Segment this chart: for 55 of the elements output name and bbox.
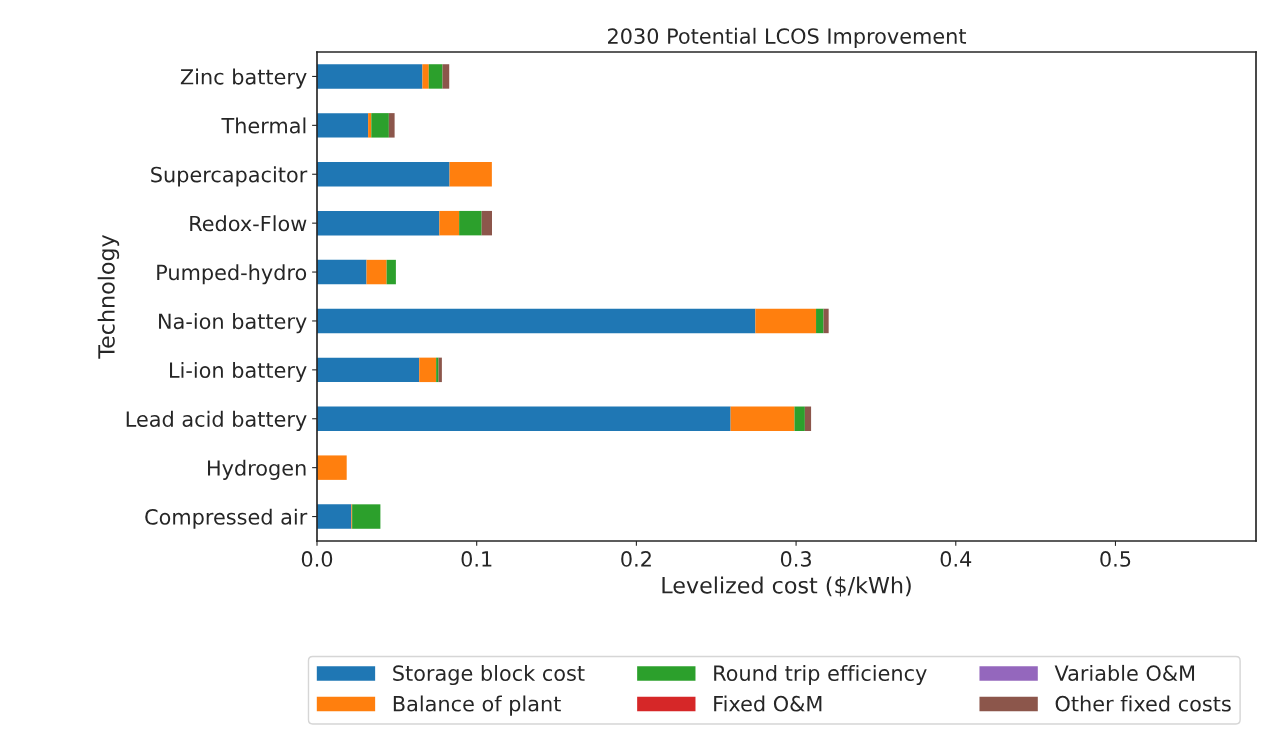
y-tick-label: Supercapacitor: [151, 166, 308, 187]
bar: [317, 259, 367, 285]
bar: [368, 113, 372, 138]
y-tick-label: Lead acid battery: [126, 410, 307, 431]
x-tick-label: 0.5: [1100, 551, 1131, 567]
y-tick-label: Redox-Flow: [190, 215, 307, 232]
y-tick-label: Pumped-hydro: [157, 264, 307, 285]
bar: [755, 308, 817, 334]
bar: [386, 259, 396, 285]
bar: [317, 308, 756, 334]
bar: [823, 308, 829, 334]
bar: [366, 259, 387, 285]
legend-label: Balance of plant: [393, 695, 561, 716]
y-tick-label: Hydrogen: [208, 459, 306, 480]
legend-label: Storage block cost: [393, 664, 585, 686]
bar: [317, 406, 731, 431]
x-tick-label: 0.1: [461, 551, 492, 567]
bar: [481, 210, 493, 236]
y-axis-title: Technology: [97, 234, 120, 359]
bar: [352, 504, 381, 529]
bar: [730, 406, 795, 431]
bar: [371, 113, 389, 138]
bar: [449, 162, 492, 187]
x-axis-title: Levelized cost ($/kWh): [662, 576, 911, 597]
bar: [439, 210, 460, 236]
bar: [317, 210, 440, 236]
bar: [317, 162, 450, 187]
bar: [459, 210, 482, 236]
y-tick-label: Thermal: [221, 117, 306, 134]
y-tick-label: Na-ion battery: [159, 313, 307, 334]
bar: [317, 64, 423, 89]
bar: [317, 113, 369, 138]
x-tick-label: 0.0: [301, 551, 333, 567]
bar: [428, 64, 443, 89]
bar: [422, 64, 429, 89]
bar: [317, 357, 420, 383]
bar: [816, 308, 824, 334]
x-tick-label: 0.3: [780, 551, 811, 567]
bar: [794, 406, 805, 431]
legend-label: Variable O&M: [1054, 664, 1195, 682]
bar: [388, 113, 395, 138]
x-tick-label: 0.2: [621, 551, 651, 567]
x-tick-label: 0.4: [940, 551, 972, 567]
legend-label: Fixed O&M: [714, 695, 822, 712]
y-tick-label: Li-ion battery: [170, 361, 307, 383]
bar: [804, 406, 812, 431]
legend-label: Other fixed costs: [1055, 695, 1231, 712]
legend-label: Round trip efficiency: [714, 664, 927, 686]
bar: [442, 64, 450, 89]
bar: [419, 357, 437, 383]
y-tick-label: Zinc battery: [180, 68, 307, 89]
bar: [317, 455, 347, 480]
bar: [317, 504, 352, 529]
y-tick-label: Compressed air: [145, 508, 308, 529]
chart-title: 2030 Potential LCOS Improvement: [608, 27, 967, 48]
